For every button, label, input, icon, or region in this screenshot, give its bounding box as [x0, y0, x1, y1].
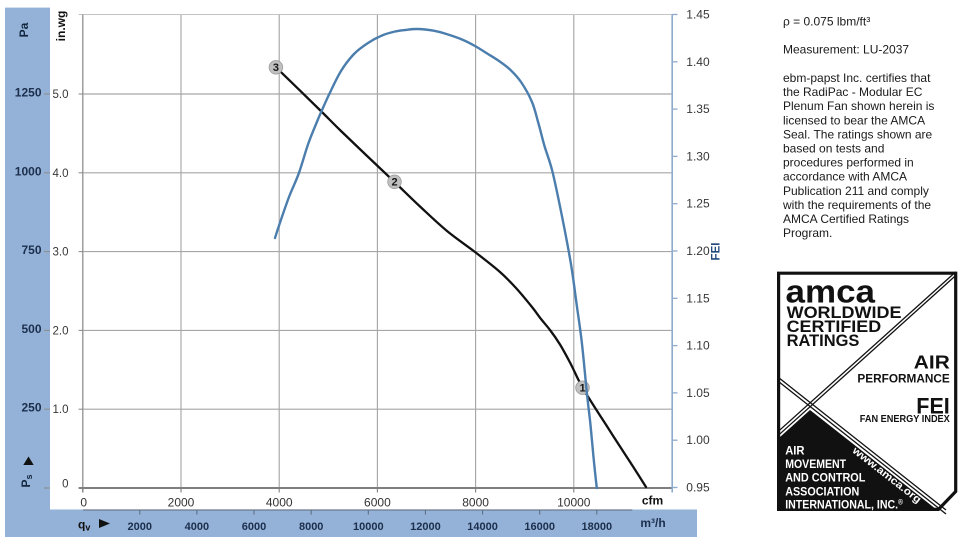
svg-text:1.05: 1.05: [686, 386, 710, 400]
svg-text:WORLDWIDE: WORLDWIDE: [787, 304, 902, 322]
svg-text:based on tests and: based on tests and: [783, 142, 884, 156]
svg-text:6000: 6000: [364, 496, 391, 510]
svg-text:0: 0: [80, 496, 87, 510]
svg-text:1.30: 1.30: [686, 149, 710, 163]
svg-text:m³/h: m³/h: [640, 516, 665, 530]
svg-text:FEI: FEI: [916, 394, 950, 419]
svg-text:1.25: 1.25: [686, 197, 710, 211]
svg-text:1.20: 1.20: [686, 244, 710, 258]
svg-text:1250: 1250: [15, 86, 42, 100]
svg-text:1: 1: [579, 383, 585, 395]
svg-text:12000: 12000: [410, 521, 441, 533]
svg-text:FEI: FEI: [711, 243, 723, 261]
svg-text:PERFORMANCE: PERFORMANCE: [857, 372, 949, 386]
svg-text:AIR: AIR: [914, 352, 950, 373]
svg-text:18000: 18000: [582, 521, 613, 533]
svg-text:in.wg: in.wg: [54, 11, 68, 42]
svg-text:Seal. The ratings shown are: Seal. The ratings shown are: [783, 127, 933, 141]
svg-text:4000: 4000: [185, 521, 209, 533]
svg-text:250: 250: [21, 401, 41, 415]
svg-text:procedures performed in: procedures performed in: [783, 156, 914, 170]
svg-text:10000: 10000: [557, 496, 591, 510]
svg-text:Publication 211 and comply: Publication 211 and comply: [783, 184, 929, 198]
svg-text:3.0: 3.0: [53, 247, 69, 259]
svg-text:ASSOCIATION: ASSOCIATION: [785, 486, 859, 498]
svg-text:1.15: 1.15: [686, 291, 710, 305]
svg-text:CERTIFIED: CERTIFIED: [787, 318, 882, 336]
svg-text:4.0: 4.0: [53, 168, 69, 180]
svg-text:licensed to bear the AMCA: licensed to bear the AMCA: [783, 113, 925, 127]
svg-text:Measurement: LU-2037: Measurement: LU-2037: [783, 43, 909, 57]
svg-text:MOVEMENT: MOVEMENT: [785, 459, 846, 471]
svg-text:cfm: cfm: [642, 494, 663, 508]
svg-text:1.00: 1.00: [686, 433, 710, 447]
svg-text:INTERNATIONAL, INC.®: INTERNATIONAL, INC.®: [785, 499, 903, 512]
svg-text:8000: 8000: [299, 521, 323, 533]
svg-text:1.40: 1.40: [686, 55, 710, 69]
svg-text:Plenum Fan shown herein is: Plenum Fan shown herein is: [783, 99, 934, 113]
svg-text:10000: 10000: [353, 521, 384, 533]
svg-text:Pa: Pa: [17, 22, 31, 37]
svg-text:FAN ENERGY INDEX: FAN ENERGY INDEX: [860, 414, 950, 425]
svg-text:3: 3: [273, 62, 279, 74]
svg-text:1.0: 1.0: [53, 404, 69, 416]
svg-text:AMCA Certified Ratings: AMCA Certified Ratings: [783, 212, 909, 226]
svg-text:ebm-papst Inc. certifies that: ebm-papst Inc. certifies that: [783, 71, 931, 85]
svg-text:0: 0: [62, 479, 68, 491]
svg-text:2000: 2000: [168, 496, 195, 510]
svg-text:amca: amca: [786, 274, 876, 310]
svg-text:0.95: 0.95: [686, 481, 710, 495]
svg-text:with the requirements of the: with the requirements of the: [782, 198, 931, 212]
svg-text:1.35: 1.35: [686, 102, 710, 116]
svg-text:2000: 2000: [128, 521, 152, 533]
svg-text:Program.: Program.: [783, 226, 832, 240]
svg-text:AND CONTROL: AND CONTROL: [785, 473, 865, 485]
svg-text:1.45: 1.45: [686, 8, 710, 22]
svg-text:ρ = 0.075 lbm/ft³: ρ = 0.075 lbm/ft³: [783, 15, 870, 29]
svg-text:14000: 14000: [467, 521, 498, 533]
svg-text:8000: 8000: [462, 496, 489, 510]
svg-text:1000: 1000: [15, 164, 42, 178]
svg-text:2.0: 2.0: [53, 325, 69, 337]
svg-text:2: 2: [391, 177, 397, 189]
svg-text:6000: 6000: [242, 521, 266, 533]
svg-text:the RadiPac - Modular EC: the RadiPac - Modular EC: [783, 85, 923, 99]
svg-text:16000: 16000: [524, 521, 555, 533]
svg-text:5.0: 5.0: [53, 89, 69, 101]
svg-text:AIR: AIR: [785, 446, 805, 458]
svg-text:500: 500: [21, 322, 41, 336]
svg-text:750: 750: [21, 243, 41, 257]
svg-text:1.10: 1.10: [686, 339, 710, 353]
svg-text:4000: 4000: [266, 496, 293, 510]
svg-text:RATINGS: RATINGS: [787, 332, 860, 350]
svg-text:accordance with AMCA: accordance with AMCA: [783, 170, 907, 184]
